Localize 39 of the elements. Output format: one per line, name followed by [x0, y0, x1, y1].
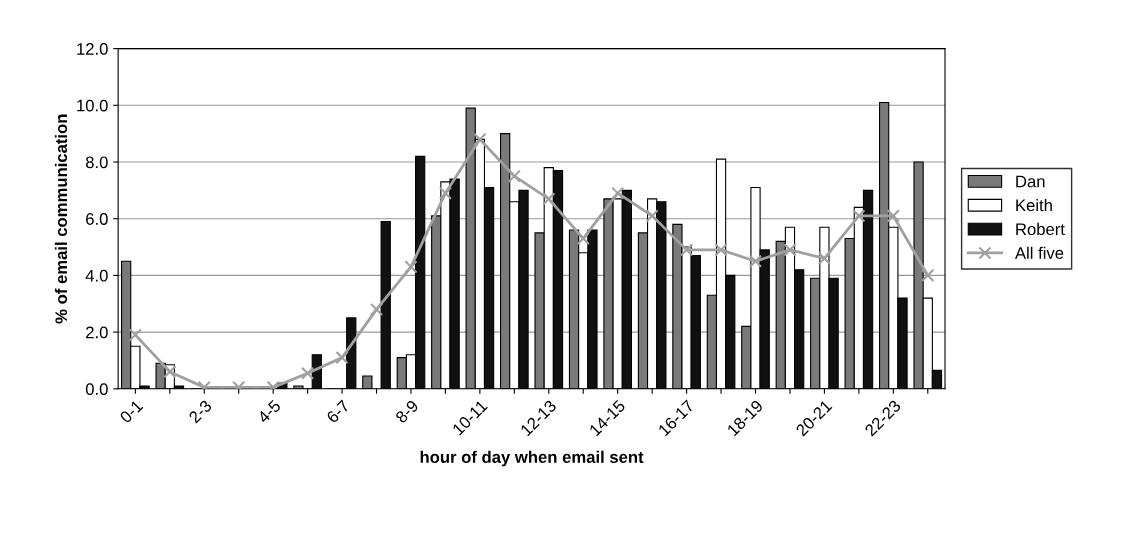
y-axis-title: % of email communication [54, 114, 68, 324]
point [542, 192, 556, 206]
y-tick-label: 2.0 [86, 326, 108, 339]
x-tick-label: 8-9 [394, 399, 420, 424]
point [645, 209, 659, 223]
point [301, 366, 315, 380]
point [438, 186, 453, 200]
legend-label: All five [1014, 246, 1064, 259]
y-tick-label: 0.0 [85, 383, 108, 395]
point [886, 209, 900, 223]
point [748, 254, 763, 268]
point [852, 209, 866, 223]
y-tick-label: 4.0 [85, 269, 108, 282]
point [507, 169, 521, 183]
x-tick-label: 2-3 [188, 399, 213, 424]
legend-label: Robert [1016, 222, 1065, 236]
x-axis-title: hour of day when email sent [420, 450, 644, 467]
point [783, 243, 797, 257]
point [369, 302, 384, 317]
x-tick-label: 4-5 [256, 399, 282, 424]
point [714, 243, 728, 257]
point [473, 132, 487, 146]
legend-label: Keith [1016, 199, 1052, 212]
y-tick-label: 8.0 [85, 156, 108, 169]
y-tick-label: 10.0 [77, 99, 108, 112]
point [128, 328, 142, 342]
y-tick-label: 12.0 [77, 43, 108, 55]
y-tick-label: 6.0 [86, 213, 108, 225]
point [576, 231, 590, 246]
point [921, 268, 935, 282]
x-tick-label: 6-7 [325, 399, 351, 424]
point [680, 243, 694, 257]
point [404, 260, 418, 274]
legend-label: Dan [1016, 175, 1045, 188]
point [335, 351, 349, 365]
point [817, 251, 832, 265]
point [163, 365, 177, 379]
point [611, 186, 625, 200]
x-tick-label: 0-1 [119, 399, 144, 424]
